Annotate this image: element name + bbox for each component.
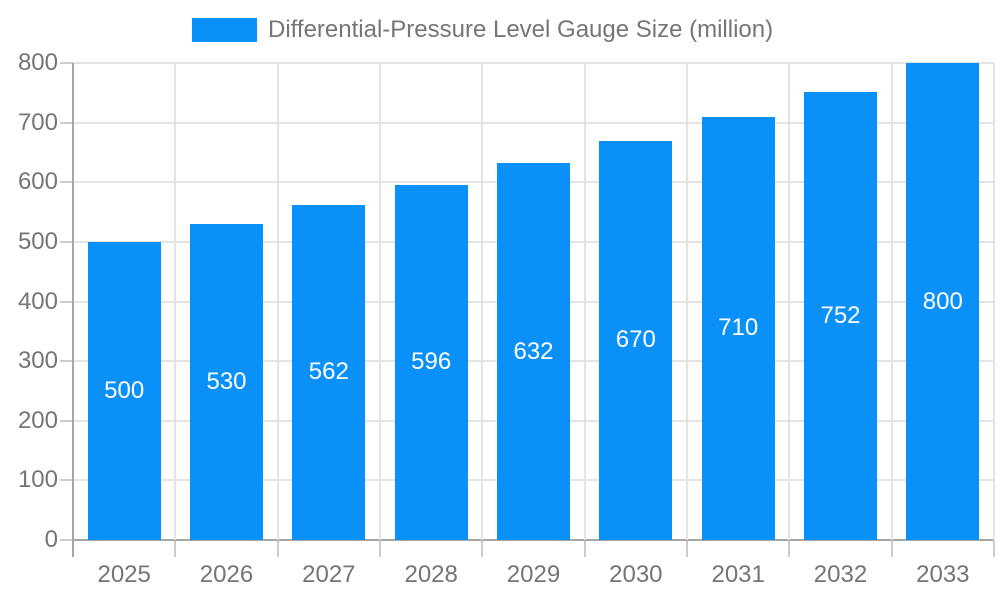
y-axis-tick-label: 500 — [17, 227, 58, 255]
x-gridline — [276, 63, 279, 540]
x-axis-tick — [788, 541, 791, 557]
bar-2026[interactable] — [190, 223, 263, 540]
x-gridline — [481, 63, 484, 540]
x-axis-tick — [379, 541, 381, 557]
x-axis-tick — [583, 541, 586, 557]
x-gridline — [686, 63, 688, 540]
x-axis-tick-label: 2030 — [609, 561, 663, 588]
y-axis-tick — [60, 181, 73, 184]
bar-2029[interactable] — [497, 163, 570, 540]
y-axis-tick — [60, 419, 73, 422]
x-axis-tick-label: 2033 — [916, 561, 970, 588]
y-gridline — [73, 121, 994, 124]
y-axis-tick — [60, 360, 73, 363]
bar-2028[interactable] — [394, 184, 468, 540]
y-axis-line — [72, 63, 74, 557]
bar-2033[interactable] — [906, 63, 980, 540]
x-axis-tick — [993, 541, 995, 557]
chart-legend[interactable]: Differential-Pressure Level Gauge Size (… — [192, 16, 773, 44]
y-axis-tick-label: 700 — [17, 108, 58, 136]
bar-value-label: 596 — [411, 348, 452, 376]
x-axis-tick — [276, 541, 279, 557]
bar-2032[interactable] — [804, 91, 877, 540]
x-gridline — [583, 63, 586, 540]
x-axis-tick-label: 2031 — [711, 561, 765, 588]
legend-label: Differential-Pressure Level Gauge Size (… — [268, 16, 774, 43]
y-axis-tick-label: 0 — [44, 526, 58, 553]
y-axis-tick-label: 800 — [17, 49, 58, 76]
y-gridline — [73, 539, 994, 541]
x-gridline — [890, 63, 893, 540]
x-axis-tick-label: 2028 — [404, 561, 458, 588]
y-axis-tick — [60, 240, 73, 243]
bar-value-label: 632 — [513, 337, 554, 365]
y-axis-tick-label: 600 — [17, 168, 58, 196]
x-axis-tick-label: 2026 — [199, 561, 254, 588]
bar-2025[interactable] — [87, 241, 161, 540]
x-gridline — [379, 63, 381, 540]
y-axis-tick-label: 100 — [17, 466, 58, 494]
x-axis-tick — [174, 541, 177, 557]
x-axis-tick — [890, 541, 893, 557]
bar-value-label: 500 — [104, 376, 145, 404]
y-axis-tick — [60, 62, 73, 64]
x-axis-tick — [481, 541, 484, 557]
y-axis-tick-label: 300 — [17, 347, 58, 375]
x-axis-tick-label: 2029 — [506, 561, 561, 588]
bar-value-label: 800 — [922, 287, 963, 315]
bar-value-label: 562 — [308, 358, 349, 386]
y-axis-tick — [60, 539, 73, 541]
x-axis-tick-label: 2025 — [97, 561, 151, 588]
y-axis-tick — [60, 479, 73, 482]
y-axis-tick-label: 200 — [17, 406, 58, 434]
bar-2027[interactable] — [292, 204, 366, 540]
bar-value-label: 530 — [206, 367, 247, 395]
y-axis-tick-label: 400 — [17, 287, 58, 315]
y-axis-tick — [60, 300, 73, 303]
bar-value-label: 710 — [718, 314, 759, 342]
x-axis-tick-label: 2032 — [813, 561, 868, 588]
y-axis-tick — [60, 121, 73, 124]
bar-2031[interactable] — [701, 116, 775, 540]
x-axis-tick-label: 2027 — [302, 561, 356, 588]
y-gridline — [73, 62, 994, 64]
x-gridline — [993, 63, 995, 540]
x-axis-tick — [686, 541, 688, 557]
bar-value-label: 670 — [615, 326, 656, 354]
legend-swatch — [192, 18, 257, 42]
x-gridline — [174, 63, 177, 540]
bar-2030[interactable] — [599, 140, 673, 540]
x-gridline — [788, 63, 791, 540]
bar-value-label: 752 — [820, 301, 861, 329]
